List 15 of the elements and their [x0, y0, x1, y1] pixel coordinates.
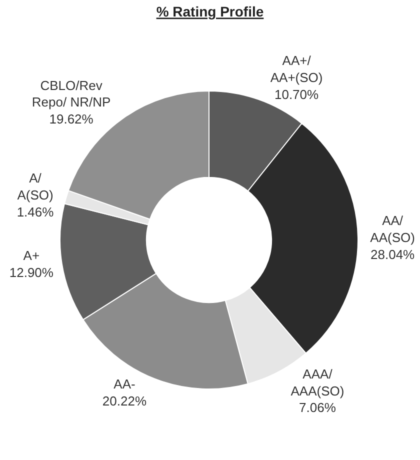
slice-label: AA- [114, 376, 136, 392]
data-label: 10.70% [274, 86, 320, 102]
data-label: 12.90% [9, 264, 54, 280]
slice-label: CBLO/Rev Repo/ NR/NP [32, 78, 111, 110]
slice-label: AA+/ AA+(SO) [270, 53, 323, 86]
data-label: 1.46% [16, 204, 54, 220]
slice-label: A+ [23, 248, 40, 264]
chart-title: % Rating Profile [156, 4, 264, 20]
slice-label: AA/ AA(SO) [370, 212, 415, 245]
slice-label: A/ A(SO) [17, 170, 54, 203]
data-label: 28.04% [370, 246, 416, 262]
data-label: 7.06% [299, 400, 336, 416]
slice-label: AAA/ AAA(SO) [290, 366, 344, 398]
data-label: 20.22% [102, 394, 147, 409]
data-label: 19.62% [49, 112, 94, 127]
